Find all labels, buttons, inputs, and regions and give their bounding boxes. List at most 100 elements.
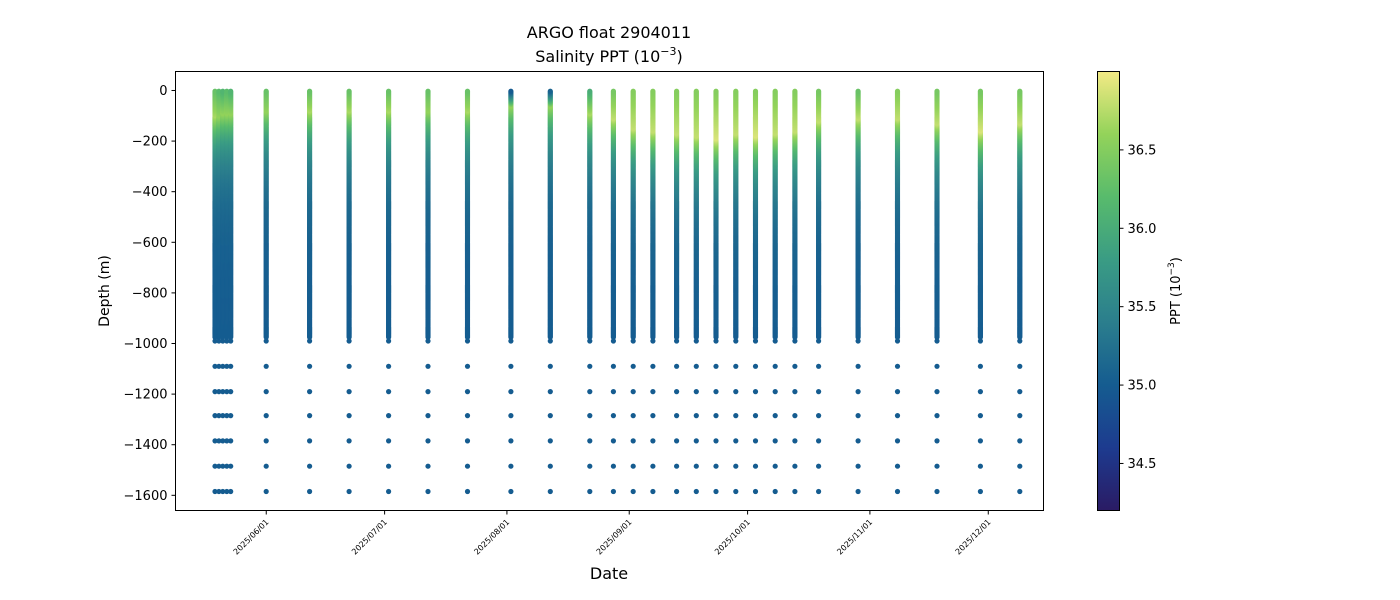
data-point	[630, 438, 636, 444]
data-point	[224, 88, 230, 94]
data-point	[610, 463, 617, 469]
data-point	[386, 438, 392, 444]
data-point	[547, 463, 553, 469]
data-point	[610, 438, 617, 444]
data-point	[263, 463, 269, 469]
data-point	[587, 463, 593, 469]
data-point	[674, 363, 680, 369]
data-point	[220, 413, 226, 419]
data-point	[346, 338, 352, 344]
data-point	[216, 463, 222, 469]
data-point	[630, 413, 636, 419]
data-point	[228, 88, 234, 94]
data-point	[508, 389, 514, 395]
data-point	[307, 463, 313, 469]
data-point	[610, 413, 617, 419]
data-point	[508, 488, 514, 495]
data-point	[212, 488, 218, 495]
data-point	[693, 88, 699, 94]
data-point	[224, 338, 230, 344]
data-point	[630, 363, 636, 369]
data-point	[610, 488, 617, 495]
data-point	[674, 438, 680, 444]
data-point	[216, 363, 222, 369]
data-point	[212, 363, 218, 369]
data-point	[216, 488, 222, 495]
data-point	[650, 389, 656, 395]
data-point	[425, 338, 431, 344]
data-point	[228, 363, 234, 369]
data-point	[216, 413, 222, 419]
data-point	[386, 363, 392, 369]
data-point	[346, 463, 352, 469]
data-point	[224, 438, 230, 444]
data-point	[386, 413, 392, 419]
data-point	[228, 488, 234, 495]
data-point	[547, 363, 553, 369]
data-point	[346, 389, 352, 395]
data-point	[216, 88, 222, 94]
data-point	[650, 438, 656, 444]
data-point	[228, 413, 234, 419]
data-point	[693, 389, 699, 395]
data-point	[610, 88, 617, 94]
data-point	[212, 463, 218, 469]
data-point	[220, 488, 226, 495]
data-point	[650, 463, 656, 469]
data-point	[263, 88, 269, 94]
data-point	[346, 413, 352, 419]
data-point	[425, 413, 431, 419]
data-point	[212, 88, 218, 94]
data-point	[263, 488, 269, 495]
data-point	[693, 338, 699, 344]
data-point	[610, 363, 617, 369]
data-point	[220, 463, 226, 469]
data-point	[547, 413, 553, 419]
data-point	[228, 463, 234, 469]
data-point	[587, 413, 593, 419]
data-point	[228, 338, 234, 344]
data-point	[212, 389, 218, 395]
data-point	[224, 488, 230, 495]
data-point	[693, 463, 699, 469]
data-point	[307, 438, 313, 444]
data-point	[650, 88, 656, 94]
data-point	[228, 438, 234, 444]
data-point	[464, 88, 471, 94]
data-point	[587, 438, 593, 444]
data-point	[425, 389, 431, 395]
data-point	[425, 488, 431, 495]
data-point	[263, 363, 269, 369]
data-point	[630, 338, 636, 344]
data-point	[212, 438, 218, 444]
data-point	[212, 413, 218, 419]
data-point	[346, 488, 352, 495]
data-point	[464, 438, 471, 444]
data-point	[307, 389, 313, 395]
data-point	[650, 338, 656, 344]
data-point	[650, 413, 656, 419]
data-point	[650, 488, 656, 495]
data-point	[610, 389, 617, 395]
data-point	[693, 438, 699, 444]
data-point	[464, 363, 471, 369]
data-point	[547, 389, 553, 395]
data-point	[220, 389, 226, 395]
data-point	[587, 88, 593, 94]
data-point	[674, 463, 680, 469]
chart-title-line2: Salinity PPT (10−3)	[535, 45, 683, 66]
data-point	[587, 363, 593, 369]
data-point	[674, 88, 680, 94]
data-point	[693, 488, 699, 495]
data-point	[425, 438, 431, 444]
data-point	[307, 413, 313, 419]
data-point	[674, 338, 680, 344]
data-point	[464, 463, 471, 469]
data-point	[386, 463, 392, 469]
data-point	[508, 88, 514, 94]
data-point	[508, 438, 514, 444]
scatter-points	[212, 88, 1023, 495]
data-point	[425, 88, 431, 94]
data-point	[630, 488, 636, 495]
